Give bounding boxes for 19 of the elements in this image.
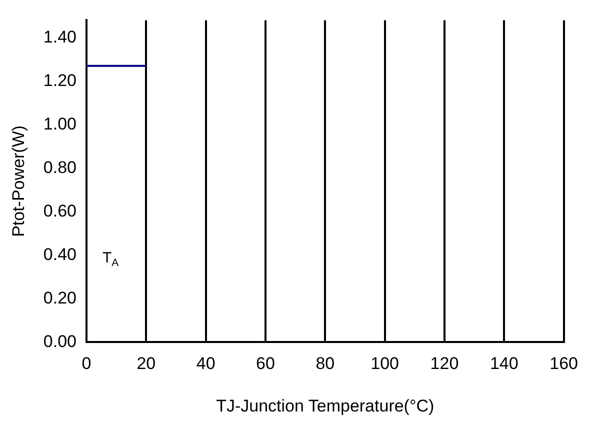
- y-tick-label: 1.40: [43, 27, 76, 46]
- x-tick-label: 100: [370, 354, 400, 374]
- y-axis-title: Ptot-Power(W): [8, 125, 28, 237]
- x-tick-label: 0: [82, 354, 92, 374]
- x-axis-title: TJ-Junction Temperature(°C): [216, 396, 434, 416]
- y-tick-label: 0.40: [43, 244, 76, 264]
- y-tick-label: 1.20: [43, 70, 76, 90]
- x-tick-label: 20: [136, 354, 156, 374]
- y-tick-label: 0.00: [43, 332, 76, 351]
- x-tick-label: 120: [430, 354, 459, 374]
- y-tick-label: 0.60: [43, 201, 76, 220]
- x-tick-label: 80: [316, 354, 335, 374]
- x-tick-label: 60: [256, 354, 275, 374]
- x-tick-label: 140: [490, 354, 518, 374]
- y-tick-label: 1.00: [43, 114, 76, 134]
- x-tick-label: 40: [196, 354, 216, 374]
- y-tick-label: 0.20: [43, 288, 76, 308]
- x-tick-label: 160: [550, 354, 578, 374]
- y-tick-label: 0.80: [43, 158, 76, 177]
